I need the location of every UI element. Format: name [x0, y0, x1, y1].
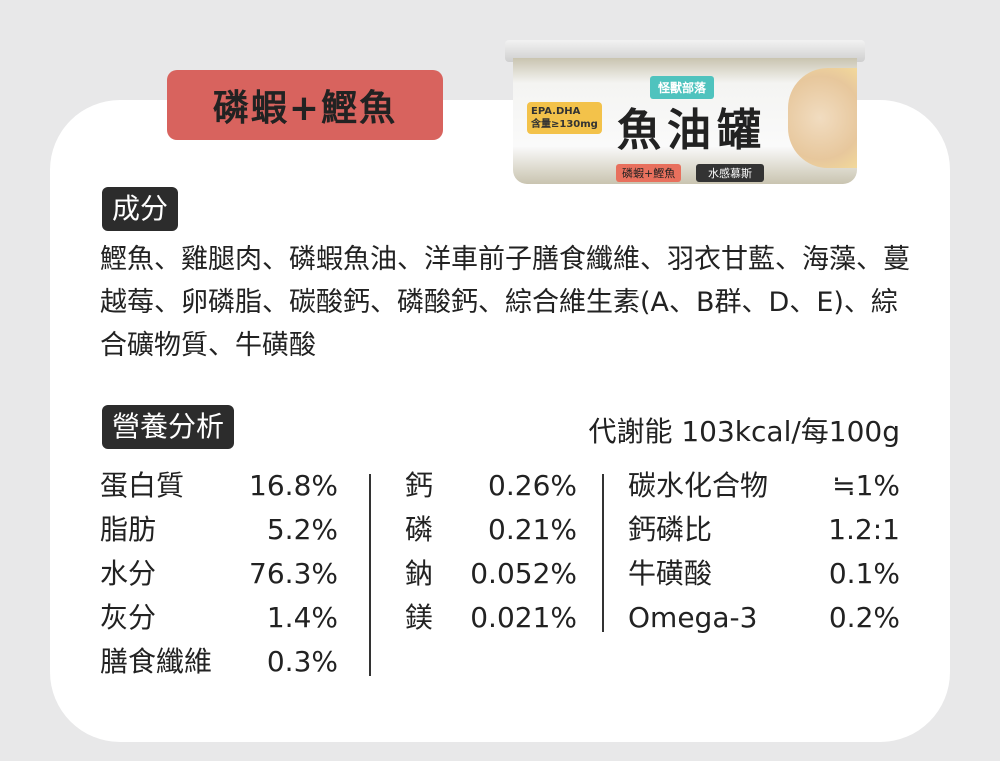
- nutrition-column-1: 蛋白質 16.8% 脂肪 5.2% 水分 76.3% 灰分 1.4% 膳食纖維 0.3%: [100, 464, 338, 684]
- nutrient-row: 碳水化合物 ≒1%: [628, 469, 900, 502]
- nutrient-row: 鈉 0.052%: [405, 557, 577, 590]
- nutrient-row: 磷 0.21%: [405, 513, 577, 546]
- can-texture-tag: 水感慕斯: [696, 164, 764, 182]
- can-body: EPA.DHA 含量≥130mg 怪獸部落 魚油罐 磷蝦+鰹魚 水感慕斯: [513, 58, 857, 184]
- ingredients-heading: 成分: [102, 187, 179, 231]
- can-flavor-tag: 磷蝦+鰹魚: [616, 164, 682, 182]
- nutrition-column-2: 鈣 0.26% 磷 0.21% 鈉 0.052% 鎂 0.021%: [405, 464, 577, 640]
- ingredients-text: 鰹魚、雞腿肉、磷蝦魚油、洋車前子膳食纖維、羽衣甘藍、海藻、蔓越莓、卵磷脂、碳酸鈣…: [100, 244, 910, 361]
- nutrient-row: 脂肪 5.2%: [100, 513, 338, 546]
- product-can-image: EPA.DHA 含量≥130mg 怪獸部落 魚油罐 磷蝦+鰹魚 水感慕斯: [505, 40, 865, 190]
- can-brand: 怪獸部落: [650, 76, 715, 99]
- nutrient-row: 灰分 1.4%: [100, 601, 338, 634]
- nutrient-row: 水分 76.3%: [100, 557, 338, 590]
- energy-value: 代謝能 103kcal/每100g: [588, 415, 900, 448]
- column-divider: [602, 474, 604, 632]
- nutrient-row: 鎂 0.021%: [405, 601, 577, 634]
- nutrition-heading: 營養分析: [102, 405, 235, 449]
- can-title: 魚油罐: [617, 105, 767, 156]
- flavor-label: 磷蝦+鰹魚: [167, 70, 443, 140]
- nutrient-row: 蛋白質 16.8%: [100, 469, 338, 502]
- nutrient-row: Omega-3 0.2%: [628, 601, 900, 634]
- nutrition-column-3: 碳水化合物 ≒1% 鈣磷比 1.2:1 牛磺酸 0.1% Omega-3 0.2%: [628, 464, 900, 640]
- nutrient-row: 鈣磷比 1.2:1: [628, 513, 900, 546]
- nutrient-row: 鈣 0.26%: [405, 469, 577, 502]
- nutrient-row: 膳食纖維 0.3%: [100, 645, 338, 678]
- can-lid: [505, 40, 865, 62]
- epa-dha-badge: EPA.DHA 含量≥130mg: [527, 102, 602, 134]
- nutrient-row: 牛磺酸 0.1%: [628, 557, 900, 590]
- food-image: [788, 68, 857, 168]
- column-divider: [369, 474, 371, 676]
